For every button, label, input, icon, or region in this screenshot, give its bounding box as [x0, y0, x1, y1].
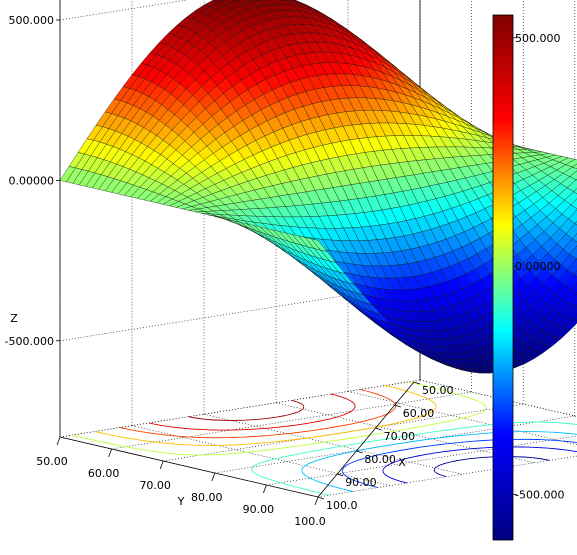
y-tick — [159, 460, 164, 470]
y-tick-label: 60.00 — [88, 467, 120, 480]
y-tick-label: 80.00 — [191, 491, 223, 504]
contour-projection — [71, 381, 577, 496]
contour-line — [433, 456, 550, 478]
y-tick-label: 100.0 — [294, 515, 326, 528]
x-tick — [394, 404, 401, 408]
x-axis-line — [317, 381, 415, 498]
x-tick-label: 60.00 — [403, 407, 435, 420]
x-tick-label: 100.0 — [326, 499, 358, 512]
contour-line — [188, 399, 305, 421]
contour-line — [148, 393, 356, 431]
x-tick-label: 50.00 — [422, 384, 454, 397]
contour-line — [119, 389, 397, 439]
grid-line — [59, 0, 189, 21]
grid-line — [214, 415, 575, 474]
axes: -500.000 0.00000 500.000 Z 50.00 60.00 70.00 80… — [5, 14, 454, 528]
x-axis-label: X — [398, 456, 406, 469]
grid-line — [203, 413, 463, 475]
x-tick-label: 90.00 — [345, 476, 377, 489]
colorbar-bar — [492, 14, 514, 541]
grid-line — [347, 391, 577, 445]
y-tick-label: 70.00 — [139, 479, 171, 492]
z-axis-label: Z — [10, 312, 18, 325]
grid-line — [163, 403, 524, 462]
x-tick-label: 80.00 — [364, 453, 396, 466]
y-tick — [263, 484, 267, 494]
x-tick-label: 70.00 — [384, 430, 416, 443]
y-tick-label: 50.00 — [36, 455, 68, 468]
y-axis-label: Y — [177, 495, 185, 508]
y-tick — [211, 472, 216, 482]
colorbar: 500.000 0.00000 -500.000 — [492, 14, 564, 541]
z-tick-label: 500.000 — [9, 14, 55, 27]
grid-line — [419, 379, 577, 417]
grid-line — [111, 391, 472, 450]
contour-line — [382, 446, 577, 484]
x-tick — [317, 496, 325, 500]
x-tick — [356, 450, 363, 454]
colorbar-label: 500.000 — [515, 32, 561, 45]
y-tick-label: 90.00 — [243, 503, 275, 516]
colorbar-label: -500.000 — [515, 488, 564, 501]
x-tick — [337, 473, 344, 477]
surface-cell — [573, 270, 577, 277]
grid-line — [59, 379, 421, 438]
y-axis-line — [59, 436, 319, 498]
surface-mesh — [59, 0, 577, 374]
contour-line — [94, 385, 437, 446]
contour-line — [71, 381, 487, 456]
surface-cell — [573, 188, 577, 194]
grid-line — [131, 425, 391, 486]
grid-line — [266, 435, 577, 486]
grid-line — [275, 402, 535, 464]
z-tick-label: 0.00000 — [9, 174, 55, 187]
y-tick — [108, 448, 112, 458]
x-tick — [413, 381, 421, 385]
contour-line — [251, 421, 577, 496]
surface-cell — [311, 238, 328, 252]
x-tick — [375, 427, 382, 431]
z-tick-label: -500.000 — [5, 335, 54, 348]
contour-line — [301, 431, 577, 492]
colorbar-label: 0.00000 — [515, 260, 561, 273]
y-tick — [314, 496, 319, 506]
y-tick — [56, 436, 61, 446]
